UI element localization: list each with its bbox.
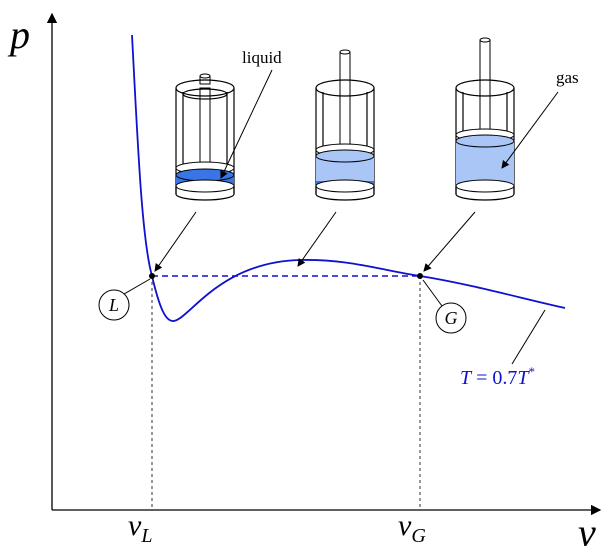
- x-axis-label: v: [578, 510, 596, 546]
- g-label: G: [445, 308, 458, 328]
- l-label: L: [108, 295, 119, 315]
- gas-pointer: [501, 91, 559, 169]
- symbol: v: [398, 509, 412, 542]
- isotherm-leader: [511, 309, 546, 365]
- eq: = 0.7: [476, 367, 517, 389]
- vg-label: vG: [398, 509, 426, 546]
- point-g: [417, 273, 423, 279]
- y-axis-label: p: [7, 12, 30, 57]
- star: *: [529, 364, 536, 379]
- t: T: [460, 367, 473, 389]
- subscript: G: [411, 525, 426, 546]
- point-l: [149, 273, 155, 279]
- arrow-liquid-state: [154, 211, 197, 272]
- cylinder-mixed: [315, 49, 375, 201]
- isotherm: [131, 34, 566, 322]
- liquid-pointer: [220, 69, 273, 179]
- symbol: v: [128, 509, 142, 542]
- liquid-label: liquid: [242, 48, 282, 67]
- cylinder-liquid: [175, 73, 235, 201]
- arrow-gas-state: [423, 211, 476, 272]
- l-leader: [123, 278, 151, 295]
- cylinder-gas: [455, 37, 515, 201]
- t: T: [517, 367, 530, 389]
- vl-label: vL: [128, 509, 152, 546]
- subscript: L: [140, 525, 152, 546]
- g-circle: [435, 302, 467, 334]
- isotherm-label: T = 0.7T*: [460, 364, 535, 389]
- gas-label: gas: [556, 68, 579, 87]
- arrow-mixed-state: [297, 211, 337, 267]
- g-leader: [422, 279, 443, 307]
- l-circle: [98, 289, 130, 321]
